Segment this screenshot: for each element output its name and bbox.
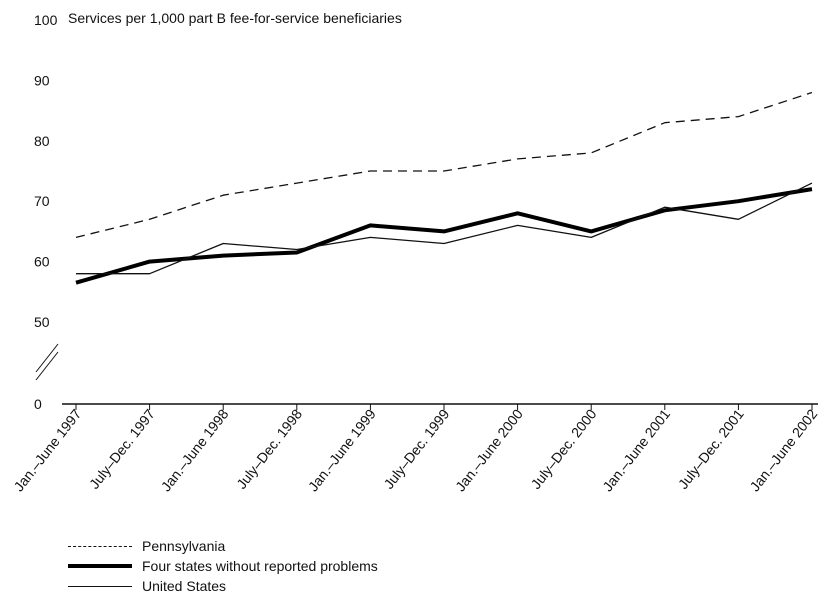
x-tick-label: Jan.–June 2002 <box>746 406 820 495</box>
legend-label: Pennsylvania <box>142 538 226 554</box>
y-tick-label: 100 <box>34 12 58 28</box>
y-tick-label: 70 <box>34 193 50 209</box>
y-tick-label: 80 <box>34 133 50 149</box>
y-tick-label: 0 <box>34 396 42 412</box>
x-tick-label: July–Dec. 1998 <box>233 406 305 492</box>
y-tick-label: 50 <box>34 314 50 330</box>
legend-swatch <box>68 585 132 587</box>
legend: Pennsylvania Four states without reported… <box>68 536 378 596</box>
x-tick-label: Jan.–June 1997 <box>10 406 84 495</box>
legend-item: Four states without reported problems <box>68 556 378 576</box>
x-tick-label: July–Dec. 1999 <box>380 406 452 492</box>
x-tick-label: Jan.–June 1998 <box>158 406 232 495</box>
y-tick-label: 90 <box>34 72 50 88</box>
series-line <box>75 187 813 285</box>
series-line <box>75 91 813 239</box>
x-tick-label: July–Dec. 2001 <box>675 406 747 492</box>
axis-break-mark <box>35 351 59 381</box>
x-tick-label: Jan.–June 2001 <box>599 406 673 495</box>
legend-swatch <box>68 545 132 547</box>
legend-item: Pennsylvania <box>68 536 378 556</box>
legend-label: United States <box>142 578 227 594</box>
y-tick-label: 60 <box>34 254 50 270</box>
legend-item: United States <box>68 576 378 596</box>
y-axis-label: Services per 1,000 part B fee-for-servic… <box>68 10 402 26</box>
x-tick-label: Jan.–June 2000 <box>452 406 526 495</box>
x-tick-label: July–Dec. 1997 <box>86 406 158 492</box>
series-line <box>76 182 813 275</box>
x-tick-label: Jan.–June 1999 <box>305 406 379 495</box>
axis-break-mark <box>35 343 59 373</box>
legend-label: Four states without reported problems <box>142 558 378 574</box>
legend-swatch <box>68 564 132 568</box>
x-tick-label: July–Dec. 2000 <box>528 406 600 492</box>
